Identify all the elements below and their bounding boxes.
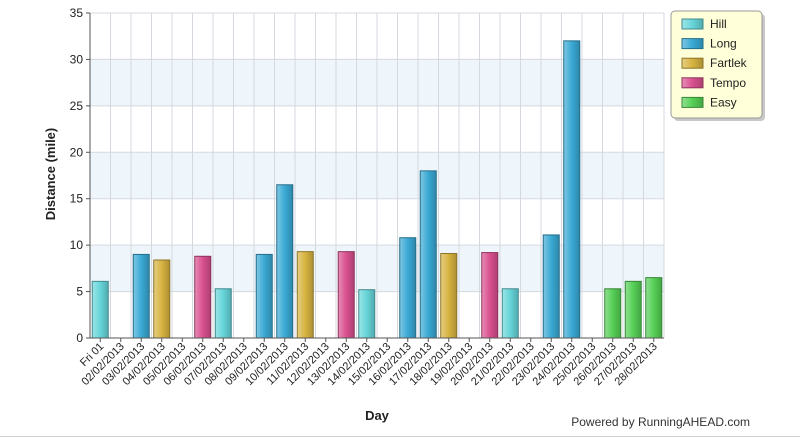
bar-hill[interactable] [91, 280, 109, 339]
bar-fartlek[interactable] [440, 253, 458, 339]
y-tick-label: 0 [76, 331, 83, 345]
bars [91, 40, 663, 339]
legend-label-tempo: Tempo [710, 76, 746, 90]
bar-hill[interactable] [501, 288, 519, 339]
x-axis-label: Day [365, 408, 390, 423]
legend-label-fartlek: Fartlek [710, 56, 748, 70]
y-tick-label: 15 [70, 192, 84, 206]
bar-long[interactable] [563, 40, 581, 339]
legend-label-long: Long [710, 37, 737, 51]
bar-tempo[interactable] [337, 251, 355, 339]
legend-swatch-tempo [681, 77, 704, 89]
bar-hill[interactable] [214, 288, 232, 339]
bar-fartlek[interactable] [296, 251, 314, 339]
bar-long[interactable] [399, 237, 417, 339]
legend-label-easy: Easy [710, 95, 737, 109]
y-tick-label: 5 [76, 285, 83, 299]
bar-long[interactable] [419, 170, 437, 339]
y-tick-label: 20 [70, 145, 84, 159]
bar-fartlek[interactable] [153, 259, 171, 339]
bar-long[interactable] [255, 253, 273, 339]
bar-hill[interactable] [358, 289, 376, 339]
footer-credit[interactable]: Powered by RunningAHEAD.com [571, 415, 750, 429]
bar-long[interactable] [542, 234, 560, 339]
axes [89, 13, 664, 339]
x-tick-labels: Fri 0102/02/201303/02/201304/02/201305/0… [78, 338, 660, 388]
bar-easy[interactable] [645, 277, 663, 339]
y-tick-label: 30 [70, 52, 84, 66]
bar-easy[interactable] [624, 280, 642, 339]
legend-swatch-long [681, 38, 704, 50]
bar-easy[interactable] [604, 288, 622, 339]
bottom-divider [0, 436, 800, 437]
y-tick-labels: 0 5 10 15 20 25 30 35 [70, 6, 90, 345]
bar-long[interactable] [276, 184, 294, 339]
legend-label-hill: Hill [710, 17, 727, 31]
legend-swatch-easy [681, 96, 704, 108]
y-tick-label: 35 [70, 6, 84, 20]
bar-long[interactable] [132, 253, 150, 339]
legend-swatch-fartlek [681, 57, 704, 69]
y-tick-label: 25 [70, 99, 84, 113]
bar-tempo[interactable] [194, 255, 212, 339]
legend-box [670, 10, 763, 119]
y-tick-label: 10 [70, 238, 84, 252]
legend: Hill Long Fartlek Tempo Easy [670, 10, 765, 121]
legend-swatch-hill [681, 18, 704, 30]
bar-tempo[interactable] [481, 252, 499, 339]
y-axis-label: Distance (mile) [43, 128, 58, 220]
